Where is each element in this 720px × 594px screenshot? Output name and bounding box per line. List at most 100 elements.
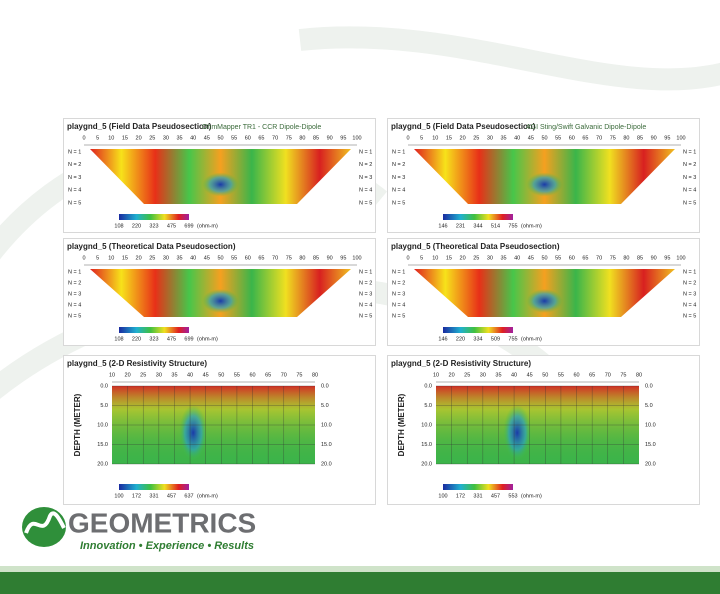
x-tick-label: 40 (190, 135, 196, 141)
depth-tick-label: 5.0 (645, 403, 653, 409)
depth-tick-label: 10.0 (97, 422, 108, 428)
x-tick-label: 35 (171, 372, 177, 378)
colorbar (443, 214, 513, 220)
x-tick-label: 40 (514, 255, 520, 261)
level-label: N = 5 (68, 200, 81, 206)
x-tick-label: 20 (460, 135, 466, 141)
level-label: N = 2 (683, 280, 696, 286)
colorbar-label: 100 (438, 493, 447, 499)
x-tick-label: 25 (473, 135, 479, 141)
panel-subtitle: OhmMapper TR1 - CCR Dipole-Dipole (202, 124, 321, 131)
colorbar-label: 553 (508, 493, 517, 499)
level-label: N = 1 (392, 269, 405, 275)
x-tick-label: 85 (313, 135, 319, 141)
x-tick-label: 95 (664, 135, 670, 141)
colorbar-label: 231 (456, 223, 465, 229)
colorbar-label: 514 (491, 223, 500, 229)
x-tick-label: 50 (541, 135, 547, 141)
level-label: N = 1 (359, 269, 372, 275)
x-tick-label: 30 (156, 372, 162, 378)
level-label: N = 5 (359, 200, 372, 206)
level-label: N = 4 (683, 188, 696, 194)
x-tick-label: 45 (527, 372, 533, 378)
x-tick-label: 10 (432, 135, 438, 141)
x-tick-label: 35 (500, 255, 506, 261)
depth-tick-label: 5.0 (100, 403, 108, 409)
colorbar-label: 323 (149, 223, 158, 229)
level-label: N = 2 (392, 162, 405, 168)
x-tick-label: 10 (108, 255, 114, 261)
level-label: N = 4 (359, 188, 372, 194)
level-label: N = 4 (392, 188, 405, 194)
level-label: N = 5 (683, 313, 696, 319)
depth-tick-label: 15.0 (421, 442, 432, 448)
colorbar (119, 484, 189, 490)
colorbar-unit: (ohm-m) (521, 493, 542, 499)
colorbar-label: 172 (132, 493, 141, 499)
x-tick-label: 70 (605, 372, 611, 378)
x-tick-label: 30 (487, 135, 493, 141)
x-tick-label: 30 (163, 135, 169, 141)
depth-tick-label: 5.0 (424, 403, 432, 409)
x-tick-label: 55 (558, 372, 564, 378)
level-label: N = 3 (683, 291, 696, 297)
colorbar (119, 327, 189, 333)
depth-tick-label: 10.0 (321, 422, 332, 428)
low-anomaly (202, 289, 239, 313)
x-tick-label: 45 (204, 135, 210, 141)
level-label: N = 1 (68, 149, 81, 155)
x-tick-label: 30 (487, 255, 493, 261)
logo-name: GEOMETRICS (68, 507, 256, 538)
x-tick-label: 90 (651, 255, 657, 261)
x-tick-label: 10 (109, 372, 115, 378)
x-tick-label: 90 (651, 135, 657, 141)
x-tick-label: 45 (528, 135, 534, 141)
level-label: N = 1 (683, 269, 696, 275)
x-tick-label: 85 (637, 255, 643, 261)
x-tick-label: 80 (299, 135, 305, 141)
colorbar-unit: (ohm-m) (197, 223, 218, 229)
level-label: N = 2 (68, 162, 81, 168)
x-tick-label: 100 (352, 255, 361, 261)
colorbar-label: 475 (167, 336, 176, 342)
colorbar-label: 699 (184, 223, 193, 229)
logo-icon (22, 507, 66, 547)
x-tick-label: 0 (406, 255, 409, 261)
x-tick-label: 70 (596, 255, 602, 261)
x-tick-label: 90 (327, 255, 333, 261)
level-label: N = 5 (392, 200, 405, 206)
colorbar-label: 344 (473, 223, 482, 229)
level-label: N = 3 (68, 291, 81, 297)
x-tick-label: 50 (218, 372, 224, 378)
depth-tick-label: 0.0 (424, 383, 432, 389)
footer-bar (0, 572, 720, 594)
level-label: N = 5 (683, 200, 696, 206)
colorbar-label: 172 (456, 493, 465, 499)
level-label: N = 4 (68, 188, 81, 194)
colorbar-label: 475 (167, 223, 176, 229)
level-label: N = 5 (359, 313, 372, 319)
x-tick-label: 35 (495, 372, 501, 378)
x-tick-label: 0 (406, 135, 409, 141)
colorbar-label: 331 (149, 493, 158, 499)
colorbar-label: 146 (438, 336, 447, 342)
depth-tick-label: 10.0 (645, 422, 656, 428)
colorbar-unit: (ohm-m) (197, 493, 218, 499)
x-tick-label: 50 (217, 135, 223, 141)
depth-tick-label: 20.0 (645, 461, 656, 467)
level-label: N = 4 (683, 302, 696, 308)
x-tick-label: 25 (473, 255, 479, 261)
x-tick-label: 60 (573, 372, 579, 378)
panel-graphic: playgnd_5 (Field Data Pseudosection)OhmM… (67, 122, 372, 229)
panel-subtitle: AGI Sting/Swift Galvanic Dipole-Dipole (526, 124, 646, 131)
x-tick-label: 15 (122, 135, 128, 141)
x-tick-label: 60 (245, 135, 251, 141)
panel-graphic: playgnd_5 (2-D Resistivity Structure) 10 2… (391, 359, 656, 499)
x-tick-label: 25 (149, 255, 155, 261)
level-label: N = 3 (68, 175, 81, 181)
depth-tick-label: 15.0 (97, 442, 108, 448)
x-tick-label: 35 (500, 135, 506, 141)
x-tick-label: 55 (231, 255, 237, 261)
x-tick-label: 65 (258, 255, 264, 261)
